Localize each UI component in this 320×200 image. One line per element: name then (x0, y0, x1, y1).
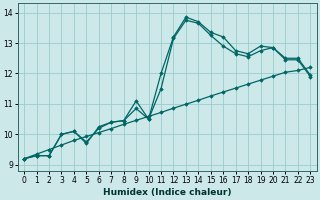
X-axis label: Humidex (Indice chaleur): Humidex (Indice chaleur) (103, 188, 231, 197)
